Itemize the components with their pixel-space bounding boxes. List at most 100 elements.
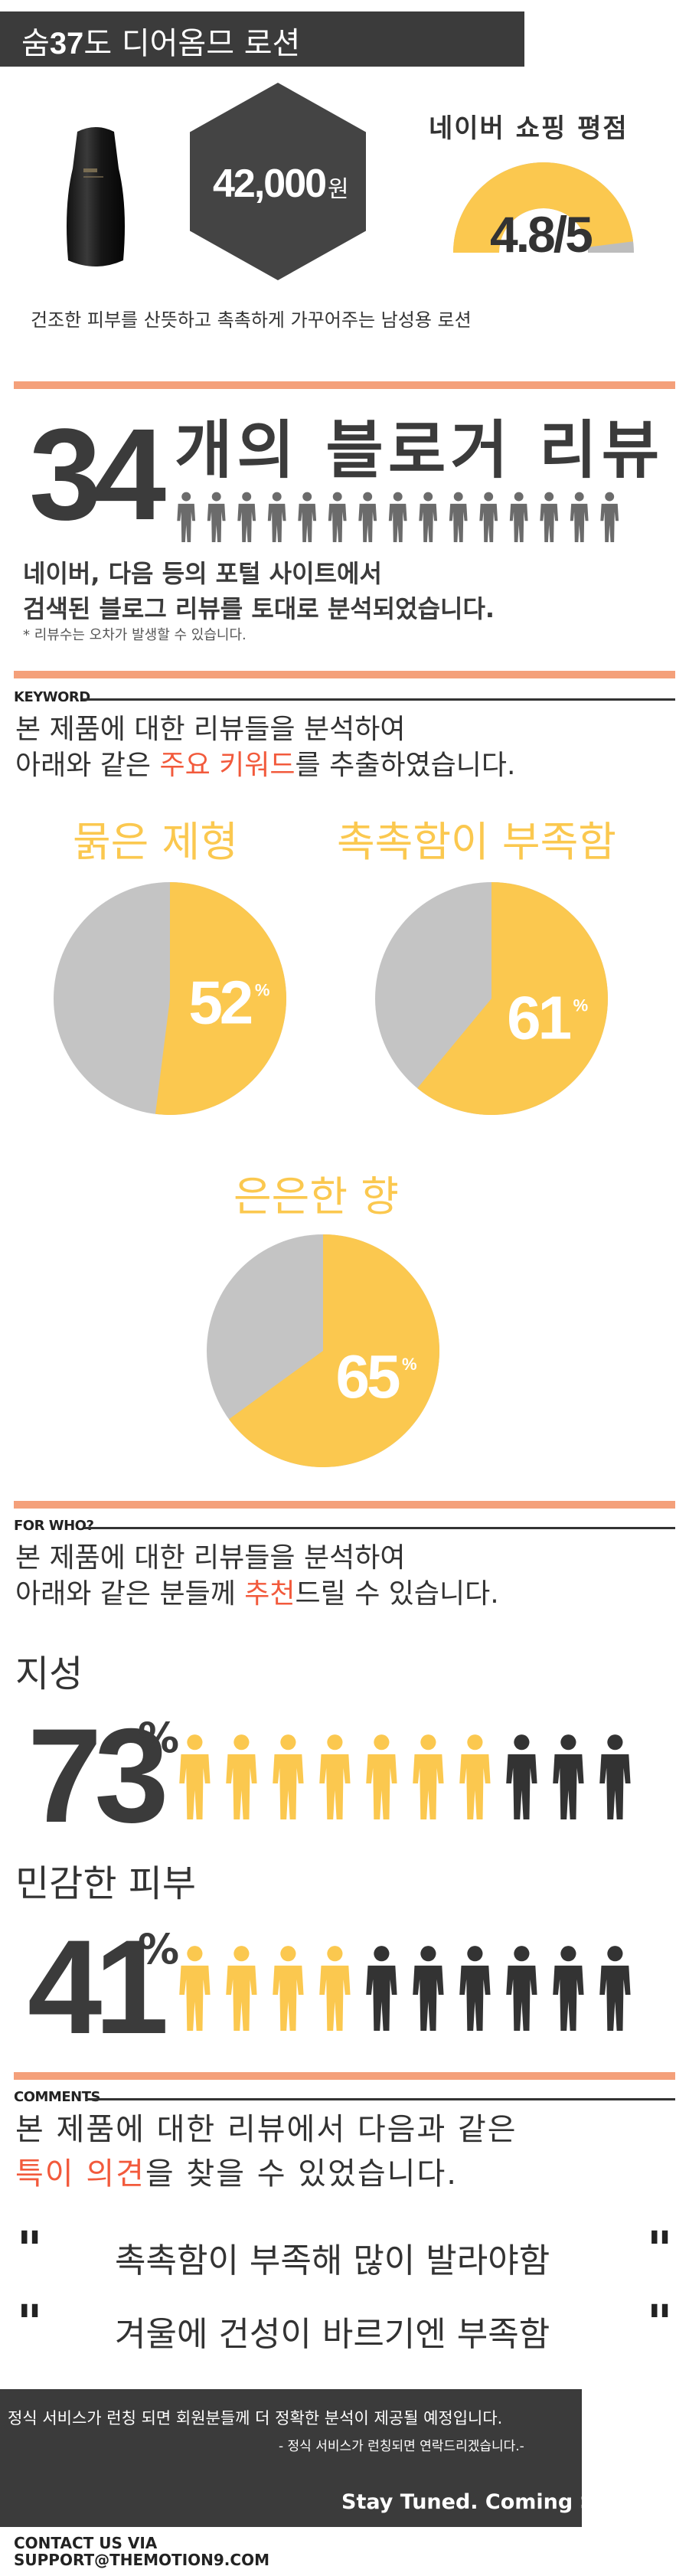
pie-value-label: 61 (507, 984, 570, 1052)
reviewer-person-icon (207, 492, 226, 542)
comments-intro-line2: 특이 의견을 찾을 수 있었습니다. (15, 2156, 458, 2192)
reviewer-person-icon (509, 492, 528, 542)
person-icon-empty (366, 1946, 397, 2031)
keyword-section-label: KEYWORD (14, 689, 90, 705)
pie-chart-thin-texture: 52% (54, 882, 286, 1115)
pie-title-1: 묽은 제형 (73, 818, 238, 866)
forwho-section-label: FOR WHO? (14, 1518, 94, 1534)
contact-email[interactable]: SUPPORT@THEMOTION9.COM (14, 2551, 269, 2569)
pie-pct-sign: % (573, 996, 589, 1015)
person-icon-filled (413, 1734, 444, 1819)
review-source-line2: 검색된 블로그 리뷰를 토대로 분석되었습니다. (23, 594, 495, 624)
pie-chart-lack-moisture: 61% (375, 882, 608, 1115)
contact-label: CONTACT US VIA (14, 2534, 158, 2552)
reviewer-person-icon (449, 492, 468, 542)
pie-chart-subtle-scent: 65% (207, 1234, 439, 1467)
forwho-intro: 본 제품에 대한 리뷰들을 분석하여 아래와 같은 분들께 추천드릴 수 있습니… (15, 1541, 499, 1613)
quote-close-icon: " (647, 2294, 673, 2352)
pie-slice-value (417, 882, 608, 1115)
section-label-rule (86, 2098, 675, 2100)
reviewer-person-icon (540, 492, 559, 542)
title-banner (0, 11, 524, 67)
reviewer-people-icons (177, 492, 619, 542)
rating-gauge (453, 162, 634, 253)
reviewer-person-icon (479, 492, 498, 542)
reviewer-person-icon (600, 492, 619, 542)
reviewer-person-icon (419, 492, 438, 542)
reviewer-person-icon (298, 492, 317, 542)
notice-box (0, 2389, 582, 2527)
reviewer-person-icon (267, 492, 286, 542)
reviewer-person-icon (358, 492, 377, 542)
person-icon-filled (273, 1946, 304, 2031)
comment-1: 촉촉함이 부족해 많이 발라야함 (115, 2241, 550, 2280)
section-divider (14, 1501, 675, 1509)
price-value: 42,000 (213, 162, 327, 206)
person-icon-empty (599, 1946, 631, 2031)
reviewer-person-icon (328, 492, 347, 542)
pie-slice-value (229, 1234, 439, 1467)
reviewer-person-icon (388, 492, 407, 542)
person-icon-filled (459, 1734, 491, 1819)
pie-title-3: 은은한 향 (233, 1172, 399, 1221)
forwho-intro-line2: 아래와 같은 분들께 추천드릴 수 있습니다. (15, 1577, 499, 1610)
review-footnote: * 리뷰수는 오차가 발생할 수 있습니다. (23, 627, 247, 643)
pie-title-2: 촉촉함이 부족함 (337, 818, 616, 866)
pie-pct-sign: % (255, 981, 270, 1000)
sensitive-skin-people-icons (179, 1946, 631, 2031)
person-icon-filled (319, 1946, 351, 2031)
person-icon-filled (179, 1734, 211, 1819)
rating-value: 4.8/5 (490, 206, 593, 263)
section-divider (14, 2072, 675, 2080)
person-icon-empty (506, 1734, 537, 1819)
section-divider (14, 671, 675, 678)
review-source-line1: 네이버, 다음 등의 포털 사이트에서 (23, 559, 382, 588)
price-hexagon (190, 83, 366, 280)
oily-skin-percent: 73 (28, 1702, 169, 1851)
section-label-rule (83, 698, 675, 701)
product-title: 숨37도 디어옴므 로션 (21, 26, 301, 61)
sensitive-skin-percent-sign: % (138, 1925, 180, 1973)
person-icon-filled (273, 1734, 304, 1819)
comments-intro: 본 제품에 대한 리뷰에서 다음과 같은 특이 의견을 찾을 수 있었습니다. (15, 2107, 518, 2196)
comments-section-label: COMMENTS (14, 2089, 100, 2105)
pie-value-label: 52 (188, 969, 251, 1037)
oily-skin-label: 지성 (15, 1652, 83, 1695)
pie-value-label: 65 (336, 1342, 400, 1411)
rating-gauge-fill (453, 162, 634, 253)
oily-skin-people-icons (179, 1734, 631, 1819)
person-icon-filled (226, 1946, 257, 2031)
keyword-intro-line1: 본 제품에 대한 리뷰들을 분석하여 (15, 714, 406, 745)
sensitive-skin-label: 민감한 피부 (15, 1862, 197, 1905)
comment-2: 겨울에 건성이 바르기엔 부족함 (115, 2315, 550, 2354)
reviewer-person-icon (570, 492, 589, 542)
notice-line1: 정식 서비스가 런칭 되면 회원분들께 더 정확한 분석이 제공될 예정입니다. (8, 2409, 503, 2427)
review-count: 34 (29, 402, 166, 548)
person-icon-filled (226, 1734, 257, 1819)
quote-open-icon: " (17, 2294, 43, 2352)
product-description: 건조한 피부를 산뜻하고 촉촉하게 가꾸어주는 남성용 로션 (31, 309, 472, 331)
review-count-title: 개의 블로거 리뷰 (175, 414, 665, 487)
pie-pct-sign: % (402, 1355, 417, 1374)
comments-intro-line1: 본 제품에 대한 리뷰에서 다음과 같은 (15, 2112, 518, 2147)
keyword-intro-line2: 아래와 같은 주요 키워드를 추출하였습니다. (15, 749, 516, 781)
sensitive-skin-percent: 41 (28, 1913, 169, 2062)
stay-tuned-text: Stay Tuned. Coming Soon! (341, 2490, 648, 2514)
person-icon-empty (413, 1946, 444, 2031)
person-icon-empty (553, 1734, 584, 1819)
quote-close-icon: " (647, 2221, 673, 2278)
product-bottle-image (67, 127, 125, 266)
person-icon-empty (599, 1734, 631, 1819)
section-divider (14, 381, 675, 389)
person-icon-empty (506, 1946, 537, 2031)
oily-skin-percent-sign: % (138, 1714, 180, 1762)
reviewer-person-icon (237, 492, 256, 542)
person-icon-filled (366, 1734, 397, 1819)
contact-info: CONTACT US VIA SUPPORT@THEMOTION9.COM (14, 2535, 269, 2568)
review-source-text: 네이버, 다음 등의 포털 사이트에서 검색된 블로그 리뷰를 토대로 분석되었… (23, 556, 495, 627)
keyword-intro: 본 제품에 대한 리뷰들을 분석하여 아래와 같은 주요 키워드를 추출하였습니… (15, 712, 515, 784)
pie-slice-value (155, 882, 286, 1115)
forwho-intro-line1: 본 제품에 대한 리뷰들을 분석하여 (15, 1542, 406, 1574)
person-icon-empty (459, 1946, 491, 2031)
section-label-rule (84, 1527, 675, 1529)
